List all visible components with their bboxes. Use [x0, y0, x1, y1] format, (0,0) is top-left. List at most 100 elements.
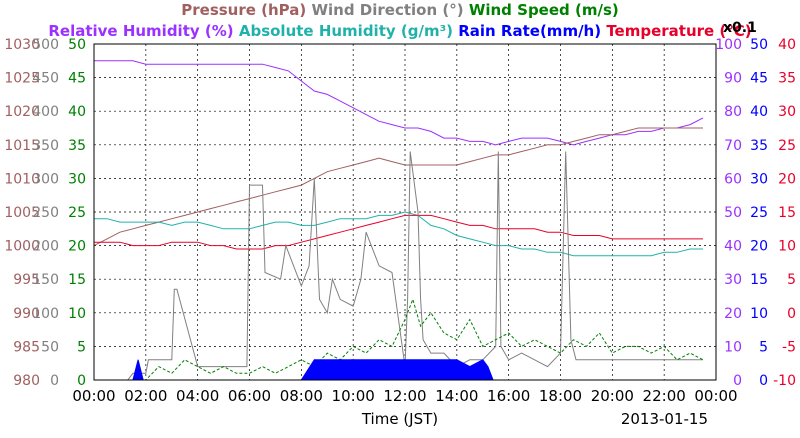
wind-speed-tick-label: 50: [68, 37, 86, 53]
series-rain-rate: [132, 359, 494, 381]
legend-item-wind-speed: Wind Speed (m/s): [464, 1, 619, 19]
wind-direction-tick-label: 0: [50, 373, 59, 389]
x-tick-label: 18:00: [539, 387, 582, 405]
wind-speed-tick-label: 0: [77, 373, 86, 389]
relative-humidity-tick-label: 90: [724, 71, 742, 87]
pressure-tick-label: 1010: [4, 171, 40, 187]
legend-item-rain-rate: Rain Rate(mm/h): [453, 22, 601, 40]
axis-layer: 1030102510201015101010051000995990985980…: [4, 37, 796, 405]
pressure-tick-label: 1030: [4, 37, 40, 53]
relative-humidity-tick-label: 60: [724, 171, 742, 187]
x-tick-label: 06:00: [228, 387, 271, 405]
rain-rate-tick-label: 15: [750, 272, 768, 288]
wind-speed-tick-label: 10: [68, 306, 86, 322]
pressure-tick-label: 985: [13, 339, 40, 355]
wind-direction-tick-label: 100: [32, 306, 59, 322]
wind-direction-tick-label: 150: [32, 272, 59, 288]
pressure-tick-label: 1005: [4, 205, 40, 221]
legend-row-1: Pressure (hPa) Wind Direction (°) Wind S…: [181, 1, 619, 19]
x-tick-label: 04:00: [176, 387, 219, 405]
relative-humidity-tick-label: 10: [724, 339, 742, 355]
x-tick-label: 08:00: [280, 387, 323, 405]
wind-speed-tick-label: 45: [68, 71, 86, 87]
relative-humidity-tick-label: 70: [724, 138, 742, 154]
wind-direction-tick-label: 400: [32, 104, 59, 120]
series-temperature: [94, 214, 703, 250]
rain-rate-tick-label: 40: [750, 104, 768, 120]
x-tick-label: 12:00: [383, 387, 426, 405]
relative-humidity-tick-label: 40: [724, 239, 742, 255]
temperature-tick-label: 40: [778, 37, 796, 53]
rain-rate-tick-label: 5: [759, 339, 768, 355]
temperature-tick-label: 20: [778, 171, 796, 187]
pressure-tick-label: 990: [13, 306, 40, 322]
legend-item-relative-humidity: Relative Humidity (%): [48, 22, 233, 40]
x-tick-label: 16:00: [487, 387, 530, 405]
wind-speed-tick-label: 5: [77, 339, 86, 355]
rain-rate-tick-label: 0: [759, 373, 768, 389]
temperature-tick-label: 10: [778, 239, 796, 255]
rain-rate-tick-label: 20: [750, 239, 768, 255]
wind-direction-tick-label: 200: [32, 239, 59, 255]
x-tick-label: 20:00: [591, 387, 634, 405]
scale-note: x0.1: [723, 20, 757, 36]
x-tick-label: 00:00: [72, 387, 115, 405]
legend-row-2: Relative Humidity (%) Absolute Humidity …: [48, 22, 751, 40]
pressure-tick-label: 980: [13, 373, 40, 389]
series-wind-speed: [94, 297, 704, 381]
relative-humidity-tick-label: 50: [724, 205, 742, 221]
wind-direction-tick-label: 50: [41, 339, 59, 355]
legend-item-absolute-humidity: Absolute Humidity (g/m³): [234, 22, 453, 40]
temperature-tick-label: 0: [787, 306, 796, 322]
rain-rate-tick-label: 35: [750, 138, 768, 154]
temperature-tick-label: 25: [778, 138, 796, 154]
series-layer: [93, 60, 704, 381]
wind-direction-tick-label: 250: [32, 205, 59, 221]
rain-rate-tick-label: 10: [750, 306, 768, 322]
x-tick-label: 22:00: [643, 387, 686, 405]
wind-speed-tick-label: 30: [68, 171, 86, 187]
x-tick-label: 10:00: [332, 387, 375, 405]
pressure-tick-label: 1015: [4, 138, 40, 154]
wind-speed-tick-label: 35: [68, 138, 86, 154]
temperature-tick-label: 35: [778, 71, 796, 87]
wind-speed-tick-label: 15: [68, 272, 86, 288]
legend-item-wind-direction: Wind Direction (°): [306, 1, 463, 19]
date-label: 2013-01-15: [621, 410, 708, 428]
series-wind-direction: [94, 151, 703, 381]
wind-speed-tick-label: 25: [68, 205, 86, 221]
temperature-tick-label: 30: [778, 104, 796, 120]
legend-layer: Pressure (hPa) Wind Direction (°) Wind S…: [48, 1, 757, 40]
temperature-tick-label: -5: [782, 339, 796, 355]
series-absolute-humidity: [94, 211, 703, 257]
x-tick-label: 14:00: [435, 387, 478, 405]
legend-item-pressure: Pressure (hPa): [181, 1, 306, 19]
pressure-tick-label: 1025: [4, 71, 40, 87]
rain-rate-tick-label: 50: [750, 37, 768, 53]
pressure-tick-label: 1000: [4, 239, 40, 255]
series-pressure: [93, 127, 703, 247]
wind-direction-tick-label: 500: [32, 37, 59, 53]
wind-direction-tick-label: 300: [32, 171, 59, 187]
wind-direction-tick-label: 450: [32, 71, 59, 87]
relative-humidity-tick-label: 100: [715, 37, 742, 53]
rain-rate-tick-label: 25: [750, 205, 768, 221]
rain-rate-tick-label: 45: [750, 71, 768, 87]
relative-humidity-tick-label: 80: [724, 104, 742, 120]
temperature-tick-label: 5: [787, 272, 796, 288]
plot-frame: [93, 43, 717, 381]
rain-rate-tick-label: 30: [750, 171, 768, 187]
temperature-tick-label: -10: [773, 373, 796, 389]
pressure-tick-label: 995: [13, 272, 40, 288]
pressure-tick-label: 1020: [4, 104, 40, 120]
legend-item-temperature: Temperature (°C): [601, 22, 752, 40]
relative-humidity-tick-label: 0: [733, 373, 742, 389]
temperature-tick-label: 15: [778, 205, 796, 221]
wind-direction-tick-label: 350: [32, 138, 59, 154]
relative-humidity-tick-label: 20: [724, 306, 742, 322]
wind-speed-tick-label: 20: [68, 239, 86, 255]
x-tick-label: 02:00: [124, 387, 167, 405]
wind-speed-tick-label: 40: [68, 104, 86, 120]
